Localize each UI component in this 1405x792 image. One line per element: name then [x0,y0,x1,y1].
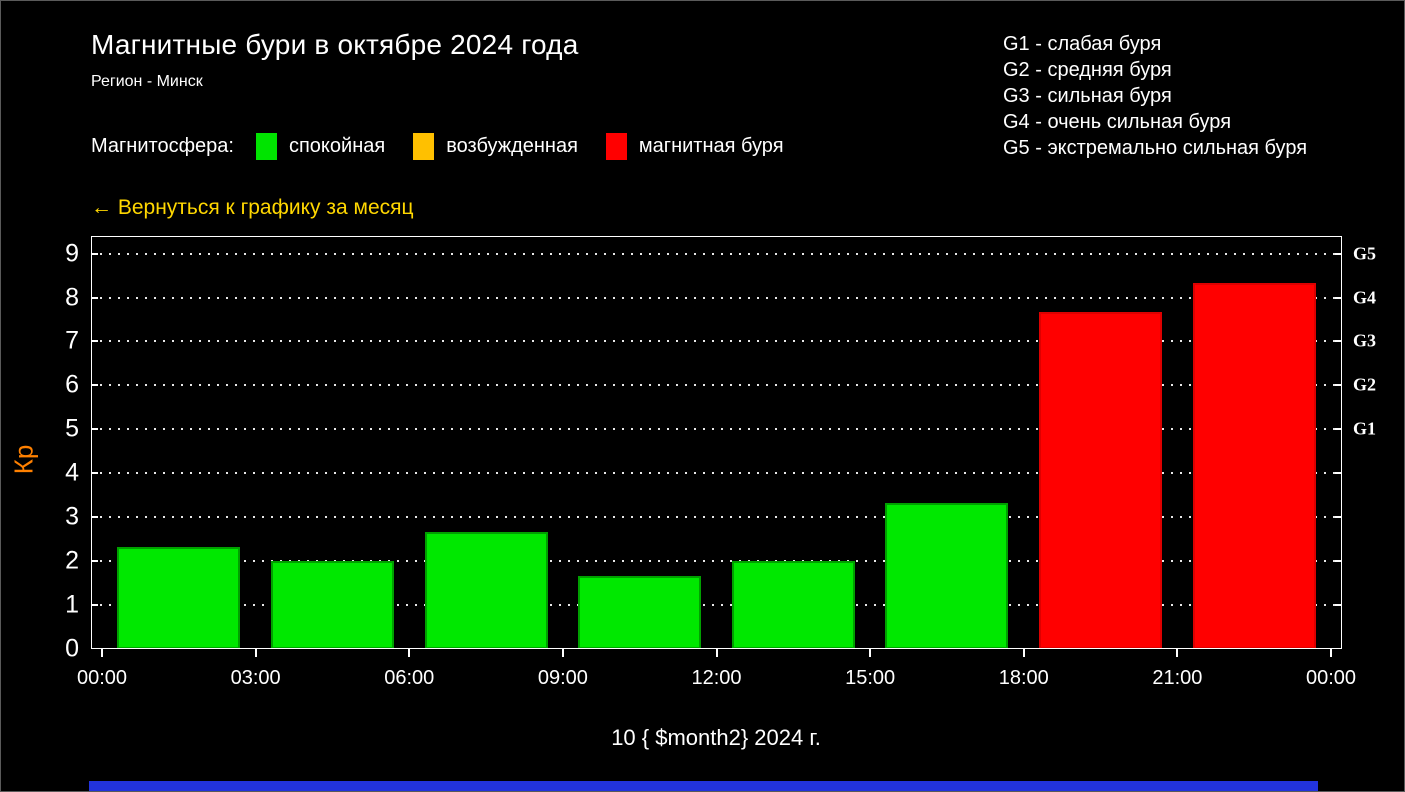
left-axis-tick [91,516,98,519]
left-axis-tick [91,384,98,387]
right-axis-tick [1335,472,1342,475]
legend-item-storm: магнитная буря [605,132,784,160]
y-tick-label: 1 [65,590,79,619]
right-axis-label-g4: G4 [1353,287,1377,307]
y-tick-label: 5 [65,414,79,443]
gridline-kp-9 [91,252,1342,255]
bottom-blue-bar [89,781,1318,791]
right-axis-tick [1335,560,1342,563]
x-tick-label: 03:00 [230,667,281,689]
left-axis-tick [91,604,98,607]
right-axis-tick [1335,604,1342,607]
x-axis-tick [1022,649,1025,657]
x-tick-label: 21:00 [1152,667,1203,689]
y-tick-label: 2 [65,546,79,575]
x-axis-tick [869,649,872,657]
x-tick-label: 15:00 [845,667,896,689]
y-tick-label: 9 [65,239,79,268]
x-axis-tick [1330,649,1332,657]
excited-color-swatch [413,132,435,160]
x-axis-tick [254,649,257,657]
gridline-kp-7 [91,340,1342,343]
gridline-kp-1 [91,604,1342,607]
storm-scale-g2: G2 - средняя буря [1003,59,1172,81]
kp-bar-18:00 [1039,312,1162,649]
legend-item-storm-label: магнитная буря [638,134,784,157]
kp-bar-06:00 [424,531,548,649]
storm-color-swatch [605,132,627,160]
legend-item-quiet: спокойная [255,132,386,160]
right-axis-tick [1335,296,1342,299]
left-axis-tick [91,560,98,563]
gridline-kp-5 [91,428,1342,431]
x-axis-tick [561,649,564,657]
x-axis-title-date: 10 { $month2} 2024 г. [611,725,821,750]
x-tick-label: 09:00 [537,667,588,689]
kp-bar-09:00 [578,575,702,649]
page-title: Магнитные бури в октябре 2024 года [91,29,579,60]
x-axis-tick [1176,649,1179,657]
left-axis-tick [91,340,98,343]
chart-plot-area [91,236,1342,649]
x-tick-label: 18:00 [998,667,1049,689]
kp-bar-21:00 [1192,283,1316,649]
left-axis-tick [91,472,98,475]
y-tick-label: 0 [65,634,79,663]
x-axis-tick [101,649,103,657]
left-axis-tick [91,428,98,431]
right-axis-label-g2: G2 [1353,374,1377,395]
x-axis-tick [715,649,718,657]
kp-bar-03:00 [270,561,394,649]
left-axis-tick [91,296,98,299]
x-tick-label: 00:00 [1305,667,1357,689]
magnetosphere-legend-label: Магнитосфера: [91,134,234,157]
x-axis-tick [408,649,411,657]
storm-scale-g3: G3 - сильная буря [1003,85,1172,107]
y-tick-label: 6 [65,370,79,399]
kp-bar-12:00 [731,561,855,649]
gridline-kp-3 [91,516,1342,519]
right-axis-label-g5: G5 [1353,243,1377,264]
x-tick-label: 06:00 [384,667,435,689]
x-tick-label: 12:00 [691,667,742,689]
gridline-kp-4 [91,472,1342,475]
kp-bar-00:00 [117,546,241,649]
right-axis-tick [1335,340,1342,343]
right-axis-label-g1: G1 [1353,418,1377,439]
left-axis-tick [91,252,98,255]
y-tick-label: 7 [65,326,79,355]
storm-scale-g4: G4 - очень сильная буря [1003,111,1232,133]
legend-item-excited: возбужденная [413,132,578,160]
right-axis-label-g3: G3 [1353,330,1377,351]
y-tick-label: 4 [65,458,79,487]
right-axis-tick [1335,384,1342,387]
back-to-month-link[interactable]: ← Вернуться к графику за месяц [91,196,414,219]
storm-scale-g1: G1 - слабая буря [1003,33,1162,55]
x-tick-label: 00:00 [76,667,128,689]
quiet-color-swatch [255,132,277,160]
legend-item-quiet-label: спокойная [288,134,386,157]
legend-item-excited-label: возбужденная [446,134,578,157]
storm-scale-g5: G5 - экстремально сильная буря [1003,137,1308,159]
right-axis-tick [1335,252,1342,255]
right-axis-tick [1335,516,1342,519]
kp-bar-15:00 [885,502,1009,649]
storm-scale-legend: G1 - слабая буря G2 - средняя буря G3 - … [1003,31,1307,161]
gridline-kp-2 [91,560,1342,563]
right-axis-tick [1335,428,1342,431]
gridline-kp-6 [91,384,1342,387]
y-tick-label: 3 [65,502,79,531]
magnetosphere-legend: Магнитосфера: спокойная возбужденная маг… [91,132,784,160]
gridline-kp-8 [91,296,1342,299]
y-tick-label: 8 [65,283,79,311]
region-subtitle: Регион - Минск [91,73,203,90]
